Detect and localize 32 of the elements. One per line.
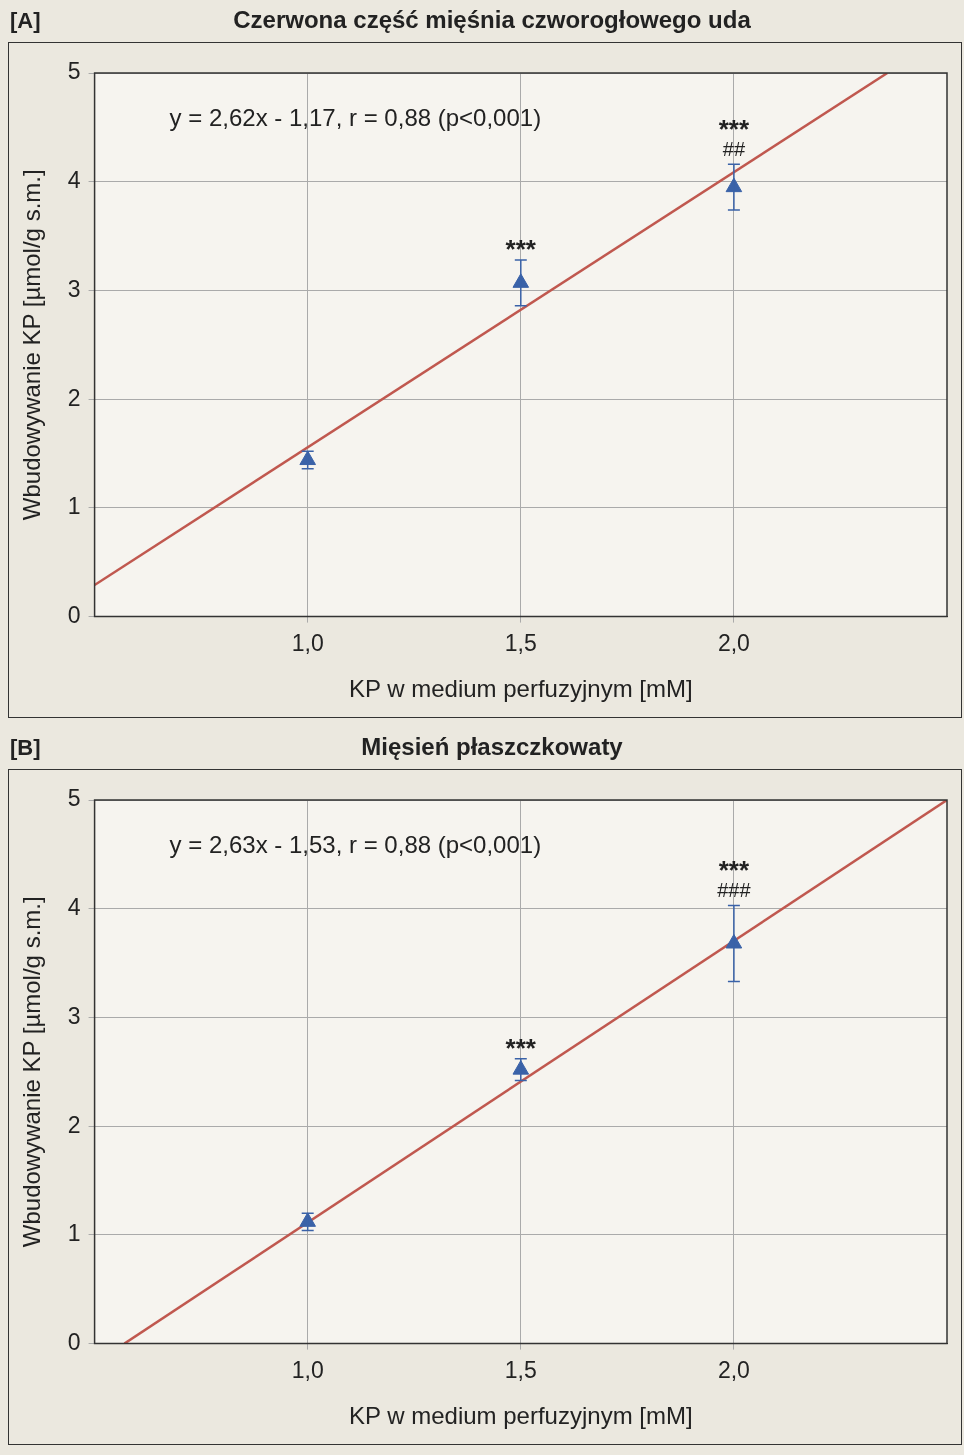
y-tick-label: 1: [67, 1220, 81, 1247]
y-tick-label: 2: [67, 1111, 81, 1138]
x-tick-label: 1,5: [504, 629, 537, 656]
y-axis-title: Wbudowywanie KP [µmol/g s.m.]: [18, 896, 46, 1248]
chart-title: Czerwona część mięśnia czworogłowego uda: [233, 6, 751, 33]
y-tick-label: 3: [67, 1002, 81, 1029]
y-tick-label: 0: [67, 1328, 81, 1355]
y-tick-label: 4: [67, 167, 81, 194]
data-label: ***: [505, 234, 537, 264]
y-tick-label: 0: [67, 601, 81, 628]
point: [299, 1212, 316, 1227]
x-tick-label: 1,0: [291, 629, 324, 656]
y-axis-title: Wbudowywanie KP [µmol/g s.m.]: [18, 169, 46, 521]
y-tick-label: 2: [67, 384, 81, 411]
x-tick-label: 1,0: [291, 1356, 324, 1383]
chart-title: Mięsień płaszczkowaty: [361, 733, 623, 760]
x-axis-title: KP w medium perfuzyjnym [mM]: [348, 675, 693, 703]
y-tick-label: 5: [67, 58, 81, 85]
annotation: y = 2,62x - 1,17, r = 0,88 (p<0,001): [169, 103, 542, 131]
x-axis-title: KP w medium perfuzyjnym [mM]: [348, 1402, 693, 1430]
y-tick-label: 5: [67, 785, 81, 812]
y-tick-label: 4: [67, 894, 81, 921]
text: [B]: [10, 735, 41, 761]
y-tick-label: 1: [67, 493, 81, 520]
x-tick-label: 1,5: [504, 1356, 537, 1383]
annotation: y = 2,63x - 1,53, r = 0,88 (p<0,001): [169, 830, 542, 858]
text: [A]: [10, 8, 41, 34]
data-label: ***: [505, 1032, 537, 1063]
x-tick-label: 2,0: [717, 629, 750, 656]
point: [299, 450, 316, 466]
y-tick-label: 3: [67, 275, 81, 302]
x-tick-label: 2,0: [717, 1356, 750, 1383]
